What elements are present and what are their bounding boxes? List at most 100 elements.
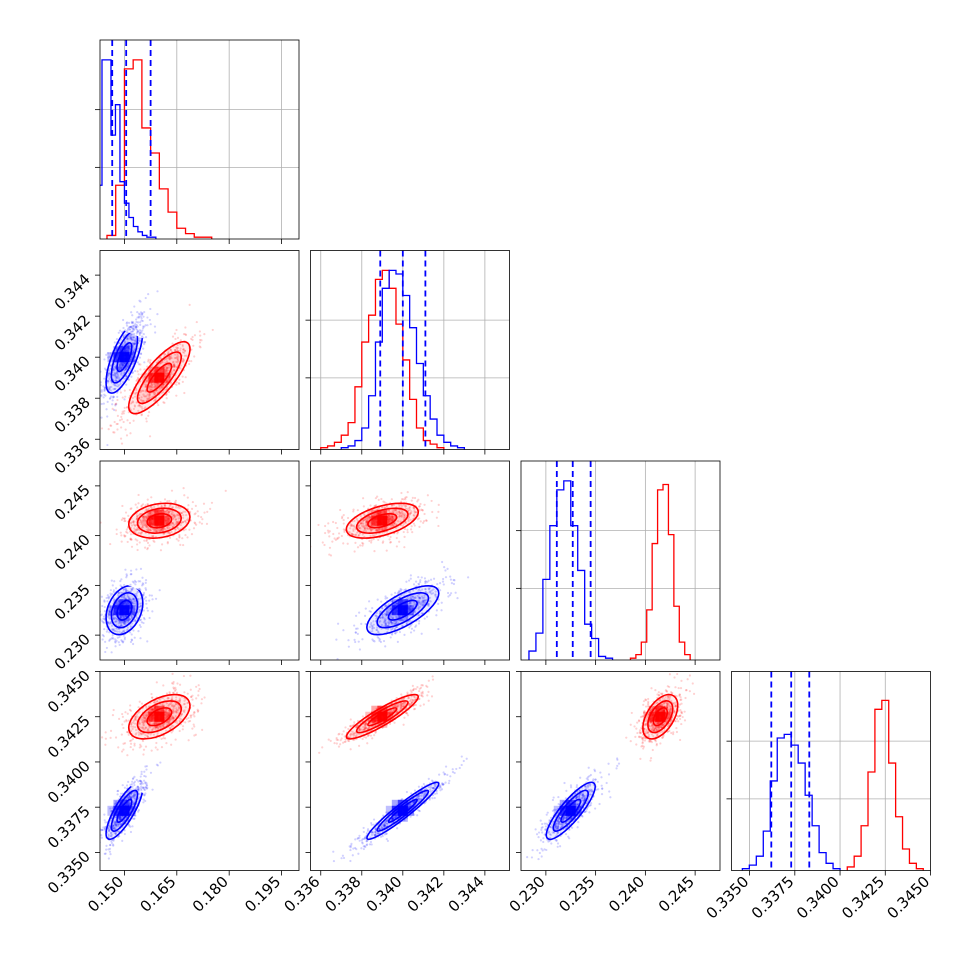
sample-point — [132, 748, 134, 750]
sample-point — [149, 308, 151, 310]
sample-point — [100, 416, 102, 418]
sample-point — [134, 370, 136, 372]
sample-point — [120, 534, 122, 536]
sample-point — [194, 334, 196, 336]
sample-point — [119, 330, 121, 332]
sample-point — [127, 328, 129, 330]
sample-point — [101, 614, 103, 616]
sample-point — [174, 690, 176, 692]
sample-point — [149, 319, 151, 321]
sample-point — [129, 584, 131, 586]
sample-point — [121, 713, 123, 715]
sample-point — [189, 304, 191, 306]
sample-point — [362, 497, 364, 499]
sample-point — [198, 684, 200, 686]
sample-point — [186, 536, 188, 538]
sample-point — [191, 728, 193, 730]
sample-point — [124, 742, 126, 744]
sample-point — [116, 533, 118, 535]
sample-point — [335, 522, 337, 524]
sample-point — [456, 597, 458, 599]
sample-point — [109, 853, 111, 855]
sample-point — [115, 736, 117, 738]
sample-point — [159, 761, 161, 763]
sample-point — [121, 733, 123, 735]
sample-point — [447, 595, 449, 597]
sample-point — [145, 746, 147, 748]
sample-point — [111, 637, 113, 639]
sample-point — [173, 688, 175, 690]
histogram-panel-2 — [516, 461, 720, 665]
sample-point — [130, 507, 132, 509]
sample-point — [442, 578, 444, 580]
sample-point — [106, 444, 108, 446]
sample-point — [104, 641, 106, 643]
sample-point — [411, 628, 413, 630]
sample-point — [177, 337, 179, 339]
sample-point — [111, 651, 113, 653]
panel-frame — [521, 461, 720, 660]
sample-point — [352, 510, 354, 512]
sample-point — [148, 544, 150, 546]
sample-point — [369, 504, 371, 506]
sample-point — [128, 379, 130, 381]
sample-point — [182, 381, 184, 383]
sample-point — [102, 826, 104, 828]
sample-point — [132, 321, 134, 323]
sample-point — [403, 546, 405, 548]
sample-point — [394, 632, 396, 634]
sample-point — [136, 506, 138, 508]
sample-point — [100, 394, 102, 396]
sample-point — [382, 500, 384, 502]
sample-point — [339, 509, 341, 511]
sample-point — [123, 398, 125, 400]
sample-point — [109, 851, 111, 853]
sample-point — [104, 606, 106, 608]
sample-point — [422, 522, 424, 524]
scatter-panel-2-1 — [306, 461, 510, 665]
sample-point — [102, 634, 104, 636]
sample-point — [144, 547, 146, 549]
sample-point — [124, 407, 126, 409]
sample-point — [116, 338, 118, 340]
sample-point — [146, 640, 148, 642]
sample-point — [403, 536, 405, 538]
sample-point — [133, 420, 135, 422]
sample-point — [423, 513, 425, 515]
sample-point — [151, 610, 153, 612]
sample-point — [162, 684, 164, 686]
panel-frame — [311, 251, 510, 450]
sample-point — [101, 403, 103, 405]
sample-point — [125, 384, 127, 386]
sample-point — [146, 607, 148, 609]
sample-point — [211, 502, 213, 504]
y-tick-label: 0.240 — [51, 531, 94, 574]
sample-point — [183, 691, 185, 693]
sample-point — [109, 848, 111, 850]
sample-point — [353, 639, 355, 641]
sample-point — [96, 378, 98, 380]
sample-point — [112, 408, 114, 410]
sample-point — [130, 376, 132, 378]
sample-point — [341, 535, 343, 537]
sample-point — [384, 645, 386, 647]
sample-point — [412, 497, 414, 499]
sample-point — [187, 504, 189, 506]
histogram-panel-1 — [306, 251, 510, 455]
sample-point — [413, 629, 415, 631]
sample-point — [201, 523, 203, 525]
sample-point — [109, 543, 111, 545]
sample-point — [183, 333, 185, 335]
sample-point — [414, 626, 416, 628]
sample-point — [193, 712, 195, 714]
sample-point — [147, 415, 149, 417]
sample-point — [126, 528, 128, 530]
sample-point — [91, 648, 93, 650]
sample-point — [178, 534, 180, 536]
sample-point — [149, 617, 151, 619]
sample-point — [398, 541, 400, 543]
sample-point — [410, 631, 412, 633]
sample-point — [172, 692, 174, 694]
sample-point — [125, 511, 127, 513]
